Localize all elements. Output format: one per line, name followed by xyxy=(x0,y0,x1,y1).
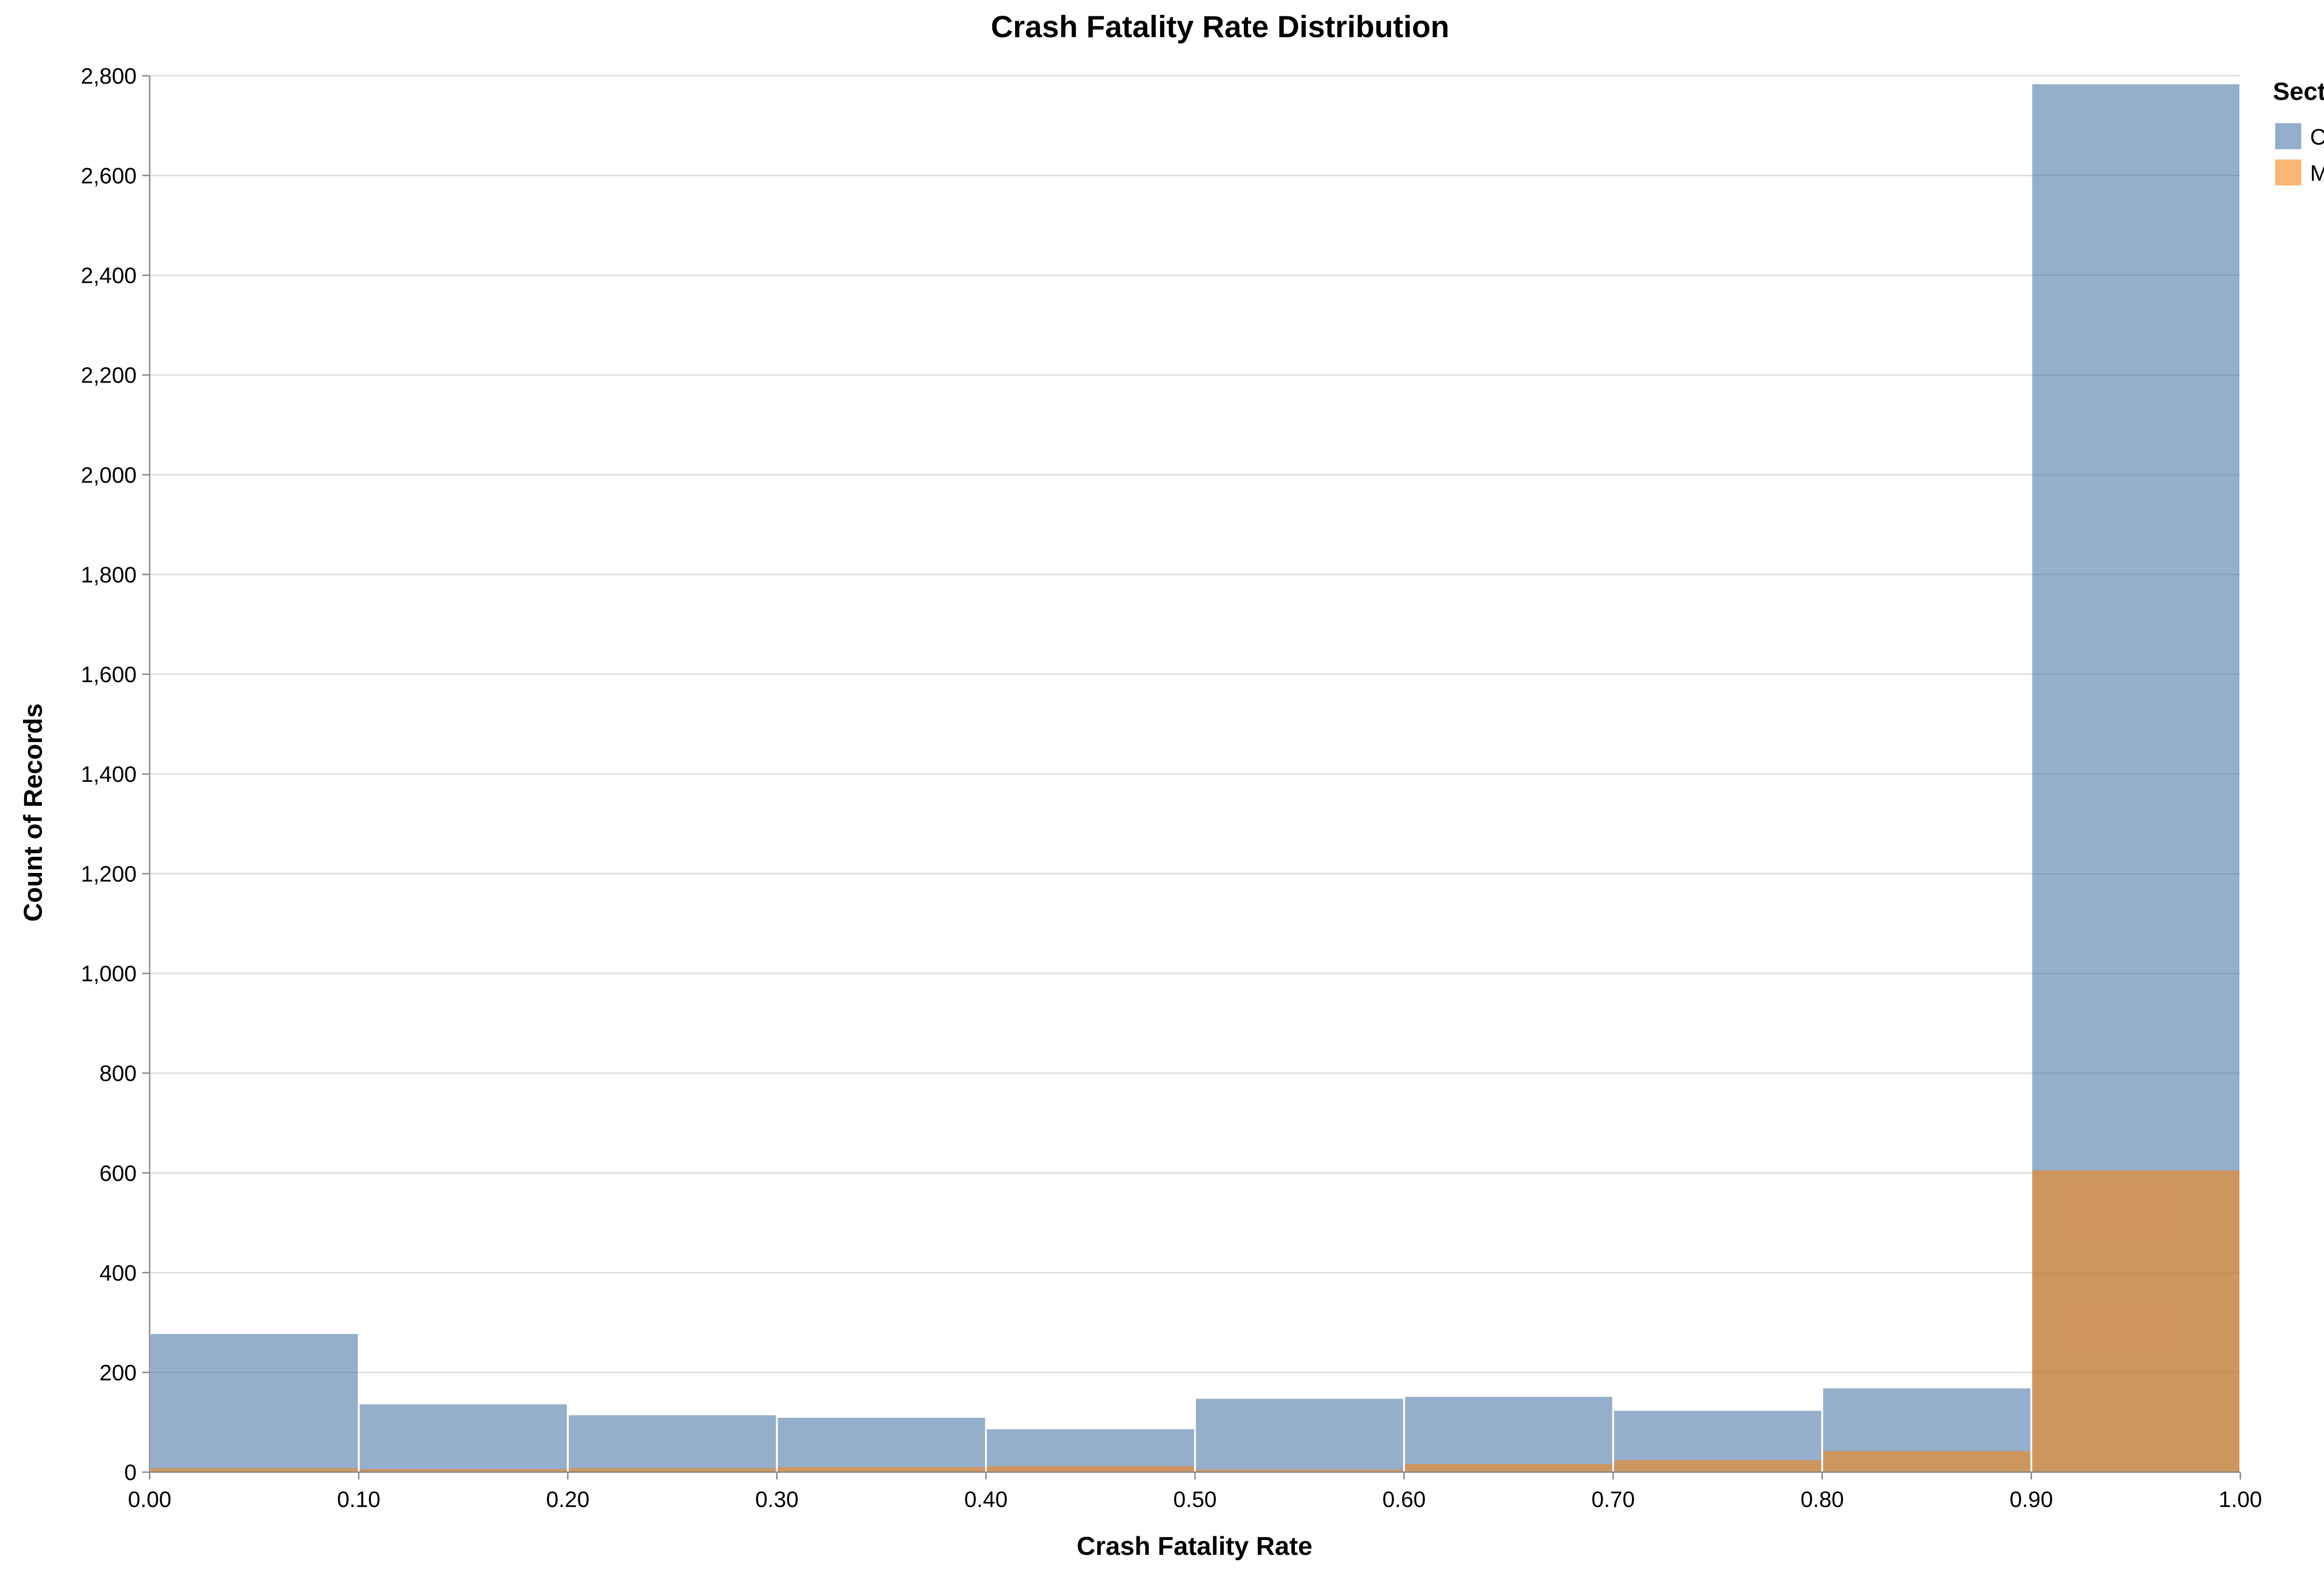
y-tick-label: 1,800 xyxy=(81,563,137,588)
x-tick-label: 0.90 xyxy=(2009,1487,2053,1512)
y-tick-label: 600 xyxy=(99,1161,137,1186)
x-tick-label: 0.80 xyxy=(1801,1487,1844,1512)
bar-civilian xyxy=(778,1418,985,1472)
x-axis-title: Crash Fatality Rate xyxy=(1076,1531,1312,1560)
y-tick-label: 2,600 xyxy=(81,164,137,189)
legend-title: Sector xyxy=(2273,78,2324,106)
x-tick-label: 0.10 xyxy=(337,1487,380,1512)
y-axis-title: Count of Records xyxy=(18,703,47,922)
x-tick-label: 1.00 xyxy=(2218,1487,2262,1512)
y-tick-label: 1,000 xyxy=(81,962,137,986)
x-tick-label: 0.40 xyxy=(964,1487,1007,1512)
legend: Sector Civilian Military xyxy=(2273,78,2324,186)
bar-civilian xyxy=(987,1429,1194,1472)
y-tick-label: 1,400 xyxy=(81,762,137,787)
bar-civilian xyxy=(359,1404,567,1472)
y-tick-label: 1,200 xyxy=(81,862,137,887)
bar-civilian xyxy=(151,1334,358,1472)
x-tick-label: 0.50 xyxy=(1173,1487,1216,1512)
x-tick-label: 0.60 xyxy=(1382,1487,1426,1512)
legend-swatch-military xyxy=(2275,159,2301,185)
bar-military xyxy=(1823,1451,2031,1472)
bar-military xyxy=(1196,1469,1403,1472)
bar-civilian xyxy=(1196,1399,1403,1472)
legend-label-military: Military xyxy=(2310,161,2324,186)
y-tick-label: 0 xyxy=(124,1461,137,1485)
bar-military xyxy=(1614,1460,1822,1472)
y-tick-label: 1,600 xyxy=(81,662,137,687)
y-tick-label: 2,000 xyxy=(81,463,137,488)
bar-military xyxy=(151,1468,358,1472)
bar-military xyxy=(987,1466,1194,1472)
y-tick-label: 2,200 xyxy=(81,364,137,388)
legend-label-civilian: Civilian xyxy=(2310,125,2324,150)
y-tick-label: 800 xyxy=(99,1062,137,1086)
axes: 0 200 400 600 800 1,000 1,200 1,400 1,600 1,800 2,… xyxy=(81,64,2262,1512)
bar-military xyxy=(778,1467,985,1472)
bar-military xyxy=(1405,1464,1612,1472)
x-tick-label: 0.00 xyxy=(128,1487,171,1512)
bar-military xyxy=(359,1469,567,1472)
y-tick-label: 2,800 xyxy=(81,64,137,89)
x-tick-label: 0.70 xyxy=(1591,1487,1635,1512)
x-tick-label: 0.30 xyxy=(755,1487,799,1512)
bars xyxy=(151,84,2239,1473)
y-tick-label: 200 xyxy=(99,1361,137,1385)
bar-military xyxy=(2032,1170,2239,1472)
x-tick-label: 0.20 xyxy=(546,1487,589,1512)
y-tick-label: 2,400 xyxy=(81,264,137,288)
bar-military xyxy=(568,1468,776,1472)
gridlines xyxy=(150,75,2240,1473)
legend-swatch-civilian xyxy=(2275,123,2301,149)
y-tick-label: 400 xyxy=(99,1261,137,1286)
bar-civilian xyxy=(568,1415,776,1472)
bar-civilian xyxy=(1405,1396,1612,1472)
chart-title: Crash Fatality Rate Distribution xyxy=(991,9,1450,44)
